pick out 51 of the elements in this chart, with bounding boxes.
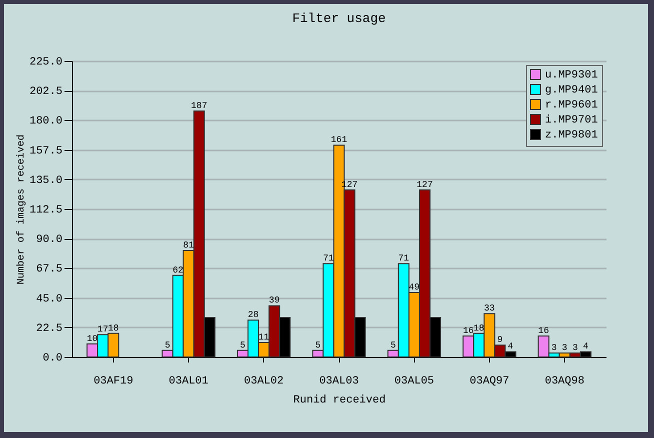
legend-label: i.MP9701 (545, 114, 598, 126)
y-tick-label: 225.0 (29, 56, 62, 68)
data-label: 5 (390, 340, 396, 350)
y-tick-label: 67.5 (36, 264, 62, 276)
legend-label: r.MP9601 (545, 100, 598, 112)
data-label: 71 (398, 254, 410, 264)
data-label: 18 (108, 323, 119, 334)
data-label: 127 (416, 180, 433, 190)
data-label: 4 (582, 342, 588, 352)
legend-label: u.MP9301 (545, 70, 598, 82)
x-tick-label: 03AQ98 (544, 376, 584, 388)
legend-label: z.MP9801 (545, 130, 598, 142)
x-tick-label: 03AL05 (394, 376, 434, 388)
data-label: 62 (172, 265, 184, 276)
data-label: 4 (508, 342, 514, 352)
data-label: 5 (315, 340, 321, 350)
x-tick-label: 03AL03 (319, 376, 359, 388)
data-label: 33 (484, 304, 495, 314)
data-label: 16 (538, 326, 549, 336)
data-label: 71 (323, 254, 334, 264)
y-tick-label: 45.0 (36, 293, 62, 306)
data-label: 16 (462, 326, 474, 336)
legend-label: g.MP9401 (545, 84, 598, 96)
data-label: 39 (268, 296, 280, 306)
chart-title: Filter usage (292, 11, 386, 26)
data-label: 18 (473, 323, 484, 334)
x-tick-label: 03AL02 (244, 376, 284, 388)
y-tick-label: 112.5 (29, 204, 62, 216)
data-label: 9 (497, 335, 503, 346)
y-axis-title: Number of images received (15, 134, 28, 285)
data-label: 3 (572, 343, 578, 354)
y-tick-label: 202.5 (29, 86, 62, 98)
data-label: 5 (164, 340, 170, 350)
data-label: 10 (86, 334, 98, 344)
x-tick-label: 03AQ97 (470, 376, 510, 388)
y-tick-label: 0.0 (42, 352, 62, 364)
y-tick-label: 157.5 (29, 145, 62, 158)
data-label: 5 (240, 340, 246, 350)
y-tick-label: 180.0 (29, 116, 62, 128)
y-tick-label: 22.5 (36, 322, 62, 335)
data-label: 17 (97, 324, 108, 335)
x-axis-title: Runid received (293, 394, 386, 406)
data-label: 3 (551, 343, 557, 354)
x-tick-label: 03AF19 (94, 376, 134, 388)
y-tick-label: 90.0 (36, 234, 62, 246)
data-label: 3 (562, 343, 568, 354)
x-tick-label: 03AL01 (168, 376, 209, 388)
y-tick-label: 135.0 (29, 174, 62, 187)
data-label: 28 (248, 310, 259, 320)
data-label: 161 (330, 135, 348, 146)
data-label: 187 (191, 100, 208, 111)
